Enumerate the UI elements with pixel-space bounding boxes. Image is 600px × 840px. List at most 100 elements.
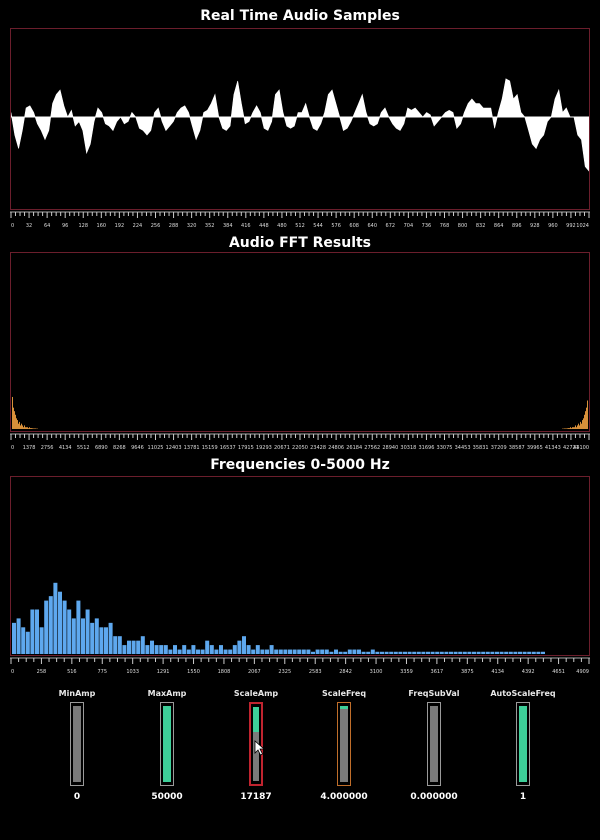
fft-bar <box>572 427 573 429</box>
slider-fill <box>163 706 171 782</box>
tick-label: 1291 <box>157 669 170 675</box>
tick-label: 704 <box>404 223 414 229</box>
freq-bar <box>39 627 44 654</box>
tick-label: 960 <box>548 223 558 229</box>
tick-label: 8268 <box>113 445 126 451</box>
fft-bar <box>13 407 14 429</box>
slider-value-autoscalefreq: 1 <box>519 792 527 802</box>
freq-bar <box>16 618 21 654</box>
fft-bar <box>570 427 571 429</box>
slider-value-minamp: 0 <box>73 792 81 802</box>
freq-bar <box>122 645 127 654</box>
tick-label: 928 <box>530 223 540 229</box>
fft-bar <box>586 407 587 429</box>
tick-label: 352 <box>205 223 215 229</box>
freq-bar <box>301 649 306 654</box>
fft-bar <box>583 418 584 429</box>
freq-bar <box>168 649 173 654</box>
tick-label: 512 <box>295 223 305 229</box>
fft-bar <box>580 421 581 429</box>
fft-bar <box>17 420 18 429</box>
freq-bar <box>104 627 108 654</box>
freq-bar <box>81 618 85 654</box>
freq-bar <box>380 651 384 654</box>
freq-bar <box>62 600 67 654</box>
tick-label: 22050 <box>292 445 308 451</box>
tick-label: 42721 <box>563 445 579 451</box>
tick-label: 4392 <box>522 669 535 675</box>
slider-track <box>430 706 438 782</box>
tick-label: 28940 <box>382 445 398 451</box>
freq-bar <box>485 651 490 654</box>
tick-label: 0 <box>11 445 14 451</box>
tick-label: 39965 <box>527 445 543 451</box>
slider-maxamp[interactable] <box>160 702 174 786</box>
tick-label: 192 <box>115 223 125 229</box>
freq-bar <box>315 649 320 654</box>
freq-bar <box>232 645 237 654</box>
tick-label: 12403 <box>166 445 182 451</box>
slider-fill <box>340 706 348 710</box>
fft-bar <box>33 428 34 429</box>
freq-bar <box>191 645 196 654</box>
slider-value-scaleamp: 17187 <box>240 792 272 802</box>
tick-label: 2756 <box>41 445 54 451</box>
freq-bar <box>366 651 371 654</box>
slider-minamp[interactable] <box>70 702 84 786</box>
freq-bar <box>320 649 325 654</box>
tick-label: 736 <box>422 223 432 229</box>
freq-bar <box>403 651 407 654</box>
freq-bar <box>113 636 118 654</box>
slider-freqsubval[interactable] <box>427 702 441 786</box>
freq-bar <box>269 645 274 654</box>
slider-fill <box>519 706 527 782</box>
freq-bar <box>398 651 403 654</box>
freq-bar <box>481 651 486 654</box>
tick-label: 384 <box>223 223 233 229</box>
tick-label: 1033 <box>126 669 139 675</box>
freq-bar <box>384 651 389 654</box>
tick-label: 416 <box>241 223 251 229</box>
slider-label-minamp: MinAmp <box>58 689 96 698</box>
freq-bar <box>25 631 30 654</box>
freq-bar <box>71 618 76 654</box>
freq-bar <box>159 645 164 654</box>
tick-label: 38587 <box>509 445 525 451</box>
freq-bar <box>177 649 182 654</box>
freq-bar <box>499 651 504 654</box>
tick-label: 832 <box>476 223 486 229</box>
freq-bar <box>209 645 214 654</box>
tick-label: 26184 <box>346 445 362 451</box>
freq-plot <box>10 476 590 656</box>
freq-bar <box>343 651 348 654</box>
tick-label: 160 <box>97 223 107 229</box>
tick-label: 17915 <box>238 445 254 451</box>
fft-bar <box>564 428 565 429</box>
freq-bar <box>228 649 233 654</box>
freq-bar <box>283 649 288 654</box>
slider-scalefreq[interactable] <box>337 702 351 786</box>
freq-bar <box>536 651 541 654</box>
slider-autoscalefreq[interactable] <box>516 702 530 786</box>
fft-bar <box>20 425 21 429</box>
tick-label: 16537 <box>220 445 236 451</box>
freq-bar <box>53 582 58 654</box>
samples-x-axis: 0 32 64 96 128 160 192 224 256 288 320 352 384 416 448… <box>10 210 590 236</box>
freq-bar <box>145 645 150 654</box>
freq-bar <box>196 649 200 654</box>
tick-label: 4909 <box>576 669 589 675</box>
fft-bar <box>22 425 23 429</box>
fft-chart <box>12 396 588 429</box>
tick-label: 2067 <box>248 669 261 675</box>
fft-bar <box>35 428 36 429</box>
fft-bar <box>15 414 16 429</box>
tick-label: 96 <box>62 223 68 229</box>
tick-label: 576 <box>331 223 341 229</box>
freq-bar <box>237 640 242 654</box>
freq-bar <box>173 645 177 654</box>
freq-bar <box>150 640 154 654</box>
tick-label: 480 <box>277 223 287 229</box>
freq-bar <box>219 645 223 654</box>
freq-bar <box>251 649 256 654</box>
mouse-cursor-icon <box>254 740 266 756</box>
